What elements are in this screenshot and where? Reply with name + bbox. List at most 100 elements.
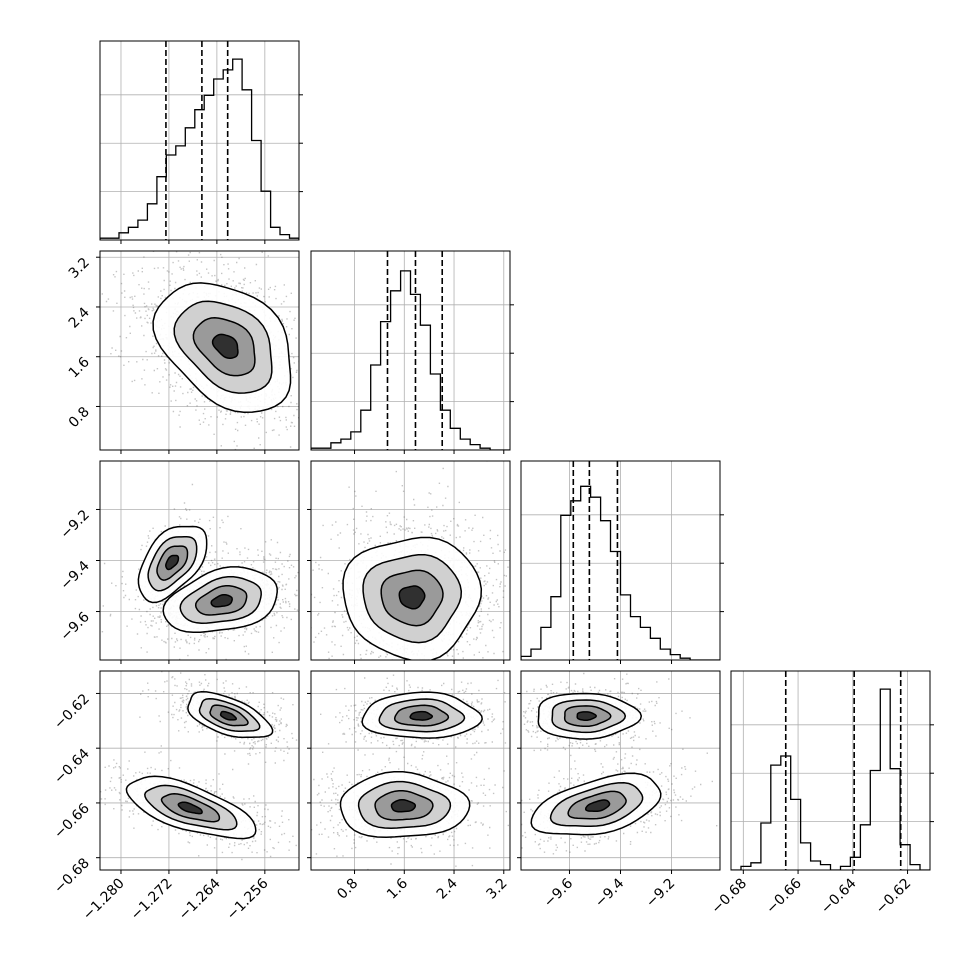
contour-line [380, 569, 444, 627]
contour-line [198, 697, 261, 732]
contour-line [551, 699, 627, 734]
density-fill [410, 711, 433, 721]
x-tick-label: −0.62 [873, 876, 915, 918]
contour-line [162, 566, 278, 634]
density-fill [212, 334, 238, 359]
histogram-bars [100, 58, 299, 240]
panel-content [311, 251, 510, 450]
y-tick-label: −0.62 [51, 691, 93, 733]
histogram-panel-1 [310, 250, 514, 454]
x-tick-label: −1.256 [224, 875, 272, 923]
x-tick-label: −1.264 [176, 875, 224, 923]
panel-content [311, 671, 510, 870]
histogram-panel-2 [520, 460, 724, 664]
contour-line [378, 698, 466, 733]
contour-line [567, 790, 627, 820]
x-tick-label: −9.6 [541, 875, 576, 910]
contour-line [584, 799, 611, 813]
histogram-bars [521, 485, 720, 660]
y-tick-label: 0.8 [66, 404, 93, 431]
x-tick-label: 1.6 [384, 875, 411, 902]
contour-line [187, 690, 274, 739]
histogram-bars [311, 270, 510, 450]
x-tick-label: 3.2 [484, 876, 511, 903]
density-fill [577, 711, 597, 721]
contour-line [179, 575, 262, 625]
contour-line [144, 784, 238, 831]
contour-line [165, 554, 180, 571]
contour-line [339, 770, 471, 839]
density-fill [178, 802, 203, 814]
y-tick-label: −9.2 [57, 507, 92, 542]
density-fill [391, 799, 416, 812]
contour-line [530, 772, 662, 836]
contour-line [125, 775, 257, 840]
panel-frame [99, 40, 300, 241]
x-tick-label: −9.4 [592, 875, 627, 910]
panel-frame [730, 670, 931, 871]
histogram-bars [731, 688, 930, 870]
y-tick-label: −0.66 [51, 800, 93, 842]
scatter-panel-3-1: 0.8 1.6 2.4 3.2 [307, 670, 511, 903]
density-fill [585, 800, 610, 812]
y-tick-label: −9.6 [57, 609, 92, 644]
contour-line [152, 282, 292, 413]
contour-line [209, 704, 249, 727]
panel-frame [99, 250, 300, 451]
y-tick-label: 3.2 [66, 255, 93, 282]
contour-line [137, 525, 208, 604]
contour-line [537, 692, 643, 740]
x-tick-label: −0.68 [708, 876, 750, 918]
scatter-panel-3-0: −1.280 −1.272 −1.264 −1.256 −0.68 −0.66 −0.64 −… [51, 670, 300, 924]
contour-line [210, 593, 233, 608]
panel-content [311, 461, 510, 660]
y-tick-label: −9.4 [57, 558, 92, 593]
contour-line [549, 782, 644, 828]
histogram-panel-3: −0.68 −0.66 −0.64 −0.62 [708, 670, 934, 918]
panel-content [100, 461, 299, 660]
y-tick-label: −0.68 [51, 855, 93, 897]
panel-content [731, 671, 930, 870]
contour-line [393, 704, 450, 727]
x-tick-label: −0.64 [818, 875, 860, 917]
contour-line [194, 584, 248, 616]
panel-frame [310, 670, 511, 871]
panel-content [100, 41, 299, 240]
y-tick-label: 2.4 [66, 304, 93, 331]
contour-line [160, 793, 221, 823]
contour-line [211, 333, 239, 359]
scatter-panel-2-1 [307, 460, 511, 664]
contour-line [357, 780, 452, 829]
contour-line [177, 801, 203, 815]
contour-line [576, 711, 597, 722]
contour-line [374, 789, 434, 821]
x-tick-label: −9.2 [643, 876, 678, 911]
contour-line [563, 705, 612, 728]
x-tick-label: −1.272 [128, 876, 176, 924]
x-tick-label: −1.280 [80, 876, 128, 924]
contour-line [219, 710, 237, 721]
contour-line [390, 798, 417, 813]
contour-line [361, 691, 483, 739]
panel-content [521, 671, 720, 870]
panel-frame [99, 670, 300, 871]
contour-line [342, 536, 483, 660]
contour-line [409, 710, 434, 721]
y-tick-label: 1.6 [66, 354, 93, 381]
scatter-panel-3-2: −9.6 −9.4 −9.2 [517, 670, 721, 911]
histogram-panel-0 [99, 40, 303, 244]
x-tick-label: −0.66 [763, 875, 805, 917]
density-fill [399, 586, 425, 609]
scatter-panel-1-0: 0.8 1.6 2.4 3.2 [66, 250, 300, 454]
y-tick-label: −0.64 [51, 746, 93, 788]
scatter-panel-2-0: −9.6 −9.4 −9.2 [57, 460, 300, 664]
panel-content [100, 251, 299, 450]
contour-line [192, 317, 256, 377]
panel-content [100, 671, 299, 870]
panel-frame [310, 250, 511, 451]
x-tick-label: 0.8 [334, 876, 361, 903]
contour-line [362, 553, 463, 644]
x-tick-label: 2.4 [434, 875, 461, 902]
panel-content [521, 461, 720, 660]
